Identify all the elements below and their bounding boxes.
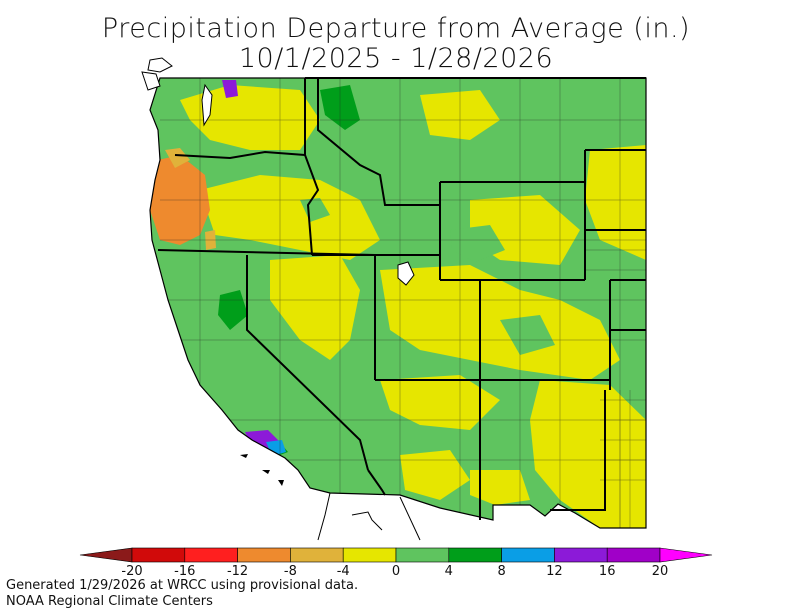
deficit-tan-region [165, 148, 190, 168]
legend-labels: -20 -16 -12 -8 -4 0 4 8 12 16 20 [121, 564, 668, 579]
puget-sound [201, 83, 213, 127]
footer-source: NOAA Regional Climate Centers [6, 594, 213, 609]
legend-swatch [554, 547, 608, 563]
legend-tick-label: 0 [392, 564, 400, 579]
legend-swatch [606, 547, 661, 563]
legend-tick-label: 4 [445, 564, 453, 579]
vancouver-island [147, 57, 173, 73]
precipitation-map [141, 57, 647, 541]
legend-swatch [79, 547, 133, 563]
channel-islands [240, 454, 284, 486]
footer-generated-note: Generated 1/29/2026 at WRCC using provis… [6, 578, 359, 593]
legend-tick-label: 8 [497, 564, 505, 579]
legend-tick-label: -8 [284, 564, 297, 579]
legend-swatch [448, 547, 502, 563]
surplus-light-region [500, 315, 555, 355]
surplus-light-region [450, 225, 505, 262]
baja-outline [351, 511, 383, 531]
near-zero-region [530, 380, 646, 528]
legend-tick-label: -16 [174, 564, 195, 579]
near-zero-region [200, 175, 380, 260]
legend-swatch [237, 547, 291, 563]
legend-bar [79, 547, 713, 563]
legend-tick-label: 16 [599, 564, 616, 579]
near-zero-region [470, 470, 530, 505]
legend-tick-label: -20 [121, 564, 142, 579]
vancouver-island [141, 71, 161, 91]
map-date-range: 10/1/2025 - 1/28/2026 [238, 43, 554, 74]
legend-tick-label: -12 [227, 564, 248, 579]
legend-swatch [131, 547, 186, 563]
great-salt-lake [397, 261, 415, 286]
legend-swatch [659, 547, 713, 563]
legend-swatch [501, 547, 555, 563]
map-outline [149, 77, 647, 529]
legend-swatch [395, 547, 450, 563]
mexico-border [317, 492, 421, 541]
legend-swatch [184, 547, 238, 563]
legend-swatch [342, 547, 397, 563]
legend-swatch [290, 547, 344, 563]
map-title: Precipitation Departure from Average (in… [101, 13, 691, 44]
near-zero-region [400, 450, 470, 500]
county-boundaries [160, 78, 646, 528]
near-zero-region [380, 375, 500, 430]
legend-tick-label: 12 [546, 564, 563, 579]
near-zero-region [180, 85, 320, 150]
near-zero-region [270, 255, 360, 360]
near-zero-region [585, 145, 646, 260]
surplus-purple-region [222, 80, 238, 98]
legend-tick-label: 20 [652, 564, 669, 579]
legend-tick-label: -4 [337, 564, 350, 579]
